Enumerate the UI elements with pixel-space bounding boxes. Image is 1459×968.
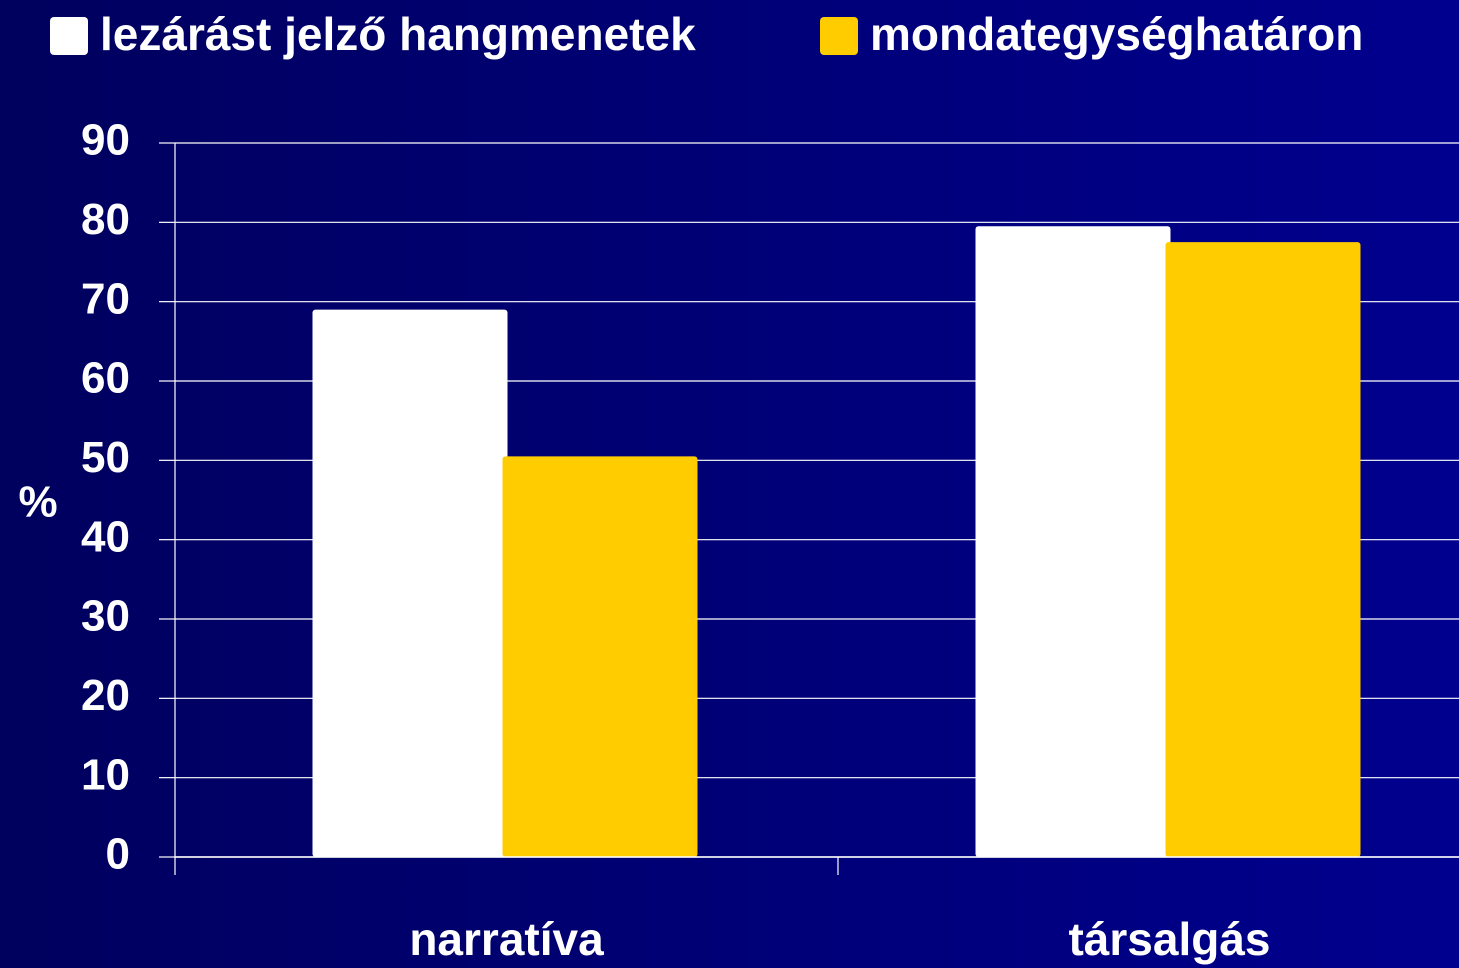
y-tick-label: 40 [81,512,130,561]
legend-swatch [820,17,858,55]
y-tick-label: 90 [81,116,130,165]
y-axis-label: % [18,478,57,527]
y-tick-label: 10 [81,750,130,799]
bar [1165,242,1361,857]
x-tick-label: narratíva [409,913,604,965]
bar [975,226,1171,858]
y-tick-label: 30 [81,592,130,641]
y-tick-label: 70 [81,274,130,323]
y-tick-label: 20 [81,671,130,720]
x-tick-label: társalgás [1068,913,1270,965]
y-tick-label: 50 [81,433,130,482]
bar [312,309,508,858]
bar [502,456,698,857]
legend-label: mondategységhatáron [870,8,1363,60]
y-tick-label: 80 [81,195,130,244]
y-tick-label: 0 [106,830,130,879]
legend-swatch [50,17,88,55]
legend-label: lezárást jelző hangmenetek [100,8,696,60]
y-tick-label: 60 [81,354,130,403]
